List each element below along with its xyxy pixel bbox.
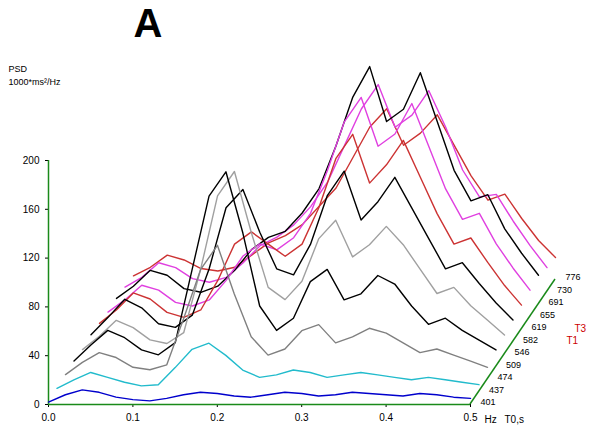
- svg-text:Hz: Hz: [485, 414, 497, 425]
- svg-text:509: 509: [506, 360, 521, 370]
- svg-text:T1: T1: [567, 335, 579, 346]
- svg-text:546: 546: [515, 347, 530, 357]
- svg-text:200: 200: [23, 155, 40, 166]
- svg-text:80: 80: [28, 301, 40, 312]
- svg-text:1000*ms²/Hz: 1000*ms²/Hz: [9, 77, 62, 87]
- svg-text:40: 40: [28, 350, 40, 361]
- svg-text:T0,s: T0,s: [505, 414, 524, 425]
- svg-text:730: 730: [557, 285, 572, 295]
- svg-text:0.3: 0.3: [295, 412, 309, 423]
- svg-text:120: 120: [23, 252, 40, 263]
- svg-text:0.0: 0.0: [42, 412, 56, 423]
- svg-text:0: 0: [34, 399, 40, 410]
- svg-text:691: 691: [549, 297, 564, 307]
- svg-text:582: 582: [523, 335, 538, 345]
- svg-text:0.4: 0.4: [379, 412, 393, 423]
- svg-text:T3: T3: [575, 323, 587, 334]
- svg-text:619: 619: [532, 322, 547, 332]
- svg-text:0.5: 0.5: [464, 412, 478, 423]
- svg-text:437: 437: [489, 385, 504, 395]
- svg-text:474: 474: [498, 372, 513, 382]
- svg-text:0.2: 0.2: [210, 412, 224, 423]
- svg-text:PSD: PSD: [9, 64, 28, 74]
- svg-text:655: 655: [540, 310, 555, 320]
- svg-text:776: 776: [566, 272, 581, 282]
- svg-text:160: 160: [23, 204, 40, 215]
- svg-text:A: A: [134, 1, 163, 45]
- svg-text:401: 401: [481, 397, 496, 407]
- svg-text:0.1: 0.1: [126, 412, 140, 423]
